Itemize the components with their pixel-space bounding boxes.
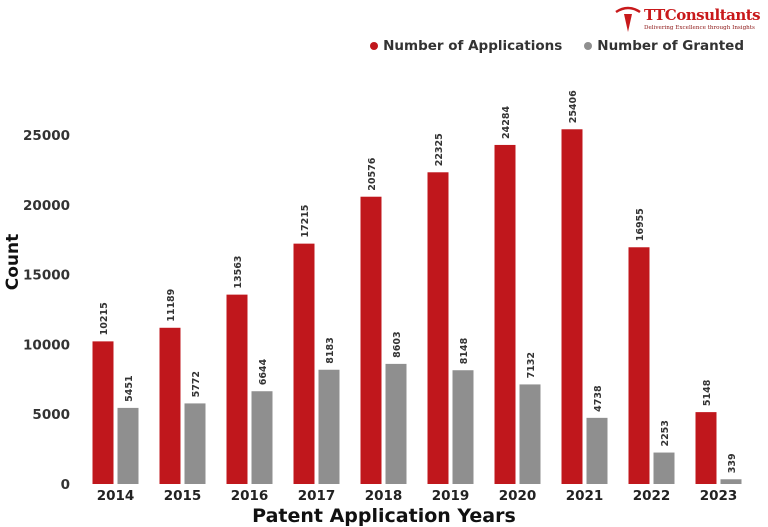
x-tick-label: 2014	[97, 488, 135, 504]
x-tick-label: 2020	[499, 488, 537, 504]
x-tick-label: 2019	[432, 488, 470, 504]
bar-applications	[360, 196, 382, 484]
data-label-granted: 7132	[526, 352, 537, 378]
x-tick-label: 2017	[298, 488, 336, 504]
bar-applications	[159, 327, 181, 484]
brand-logo: TTConsultants Delivering Excellence thro…	[614, 4, 764, 38]
bar-granted	[519, 384, 541, 484]
data-label-granted: 8183	[325, 337, 336, 363]
x-tick-label: 2018	[365, 488, 403, 504]
bar-granted	[586, 417, 608, 484]
x-axis-title: Patent Application Years	[252, 505, 516, 527]
x-tick-label: 2022	[633, 488, 671, 504]
data-label-granted: 8148	[459, 337, 470, 364]
legend-dot-granted	[584, 42, 593, 50]
bar-applications	[628, 247, 650, 484]
data-label-applications: 10215	[99, 302, 110, 335]
y-tick-label: 5000	[32, 407, 70, 423]
bar-applications	[695, 412, 717, 484]
bar-applications	[494, 144, 516, 485]
bar-granted	[452, 370, 474, 484]
legend-label-applications: Number of Applications	[383, 38, 563, 54]
data-label-applications: 17215	[300, 205, 311, 238]
brand-tagline: Delivering Excellence through Insights	[644, 25, 755, 31]
bar-applications	[226, 294, 248, 484]
bar-applications	[293, 243, 315, 484]
data-label-granted: 339	[727, 453, 738, 473]
data-label-applications: 20576	[367, 157, 378, 190]
bar-applications	[92, 341, 114, 484]
data-label-applications: 13563	[233, 256, 244, 289]
bar-applications	[427, 172, 449, 484]
data-label-applications: 16955	[635, 208, 646, 241]
bar-granted	[318, 369, 340, 484]
y-tick-label: 15000	[23, 268, 70, 284]
chart-legend: Number of Applications Number of Granted	[370, 38, 744, 54]
x-tick-label: 2016	[231, 488, 269, 504]
data-label-granted: 5772	[191, 371, 202, 397]
bar-granted	[117, 407, 139, 484]
x-tick-label: 2023	[700, 488, 738, 504]
data-label-applications: 5148	[702, 379, 713, 406]
x-tick-label: 2021	[566, 488, 604, 504]
bar-granted	[184, 403, 206, 484]
y-tick-label: 10000	[23, 337, 70, 353]
data-label-applications: 24284	[501, 105, 512, 138]
data-label-applications: 25406	[568, 90, 579, 123]
data-label-granted: 2253	[660, 420, 671, 446]
bar-granted	[385, 363, 407, 484]
y-tick-label: 25000	[23, 128, 70, 144]
legend-item-granted: Number of Granted	[584, 38, 744, 54]
bar-granted	[720, 479, 742, 484]
legend-item-applications: Number of Applications	[370, 38, 562, 54]
data-label-granted: 8603	[392, 331, 403, 357]
bar-granted	[251, 391, 273, 484]
bar-applications	[561, 129, 583, 484]
data-label-granted: 6644	[258, 358, 269, 385]
brand-name: TTConsultants	[644, 6, 761, 24]
data-label-applications: 22325	[434, 133, 445, 166]
data-label-granted: 4738	[593, 385, 604, 412]
bar-granted	[653, 452, 675, 484]
y-axis-title: Count	[3, 234, 23, 291]
data-label-applications: 11189	[166, 289, 177, 322]
y-tick-label: 0	[61, 477, 70, 493]
data-label-granted: 5451	[124, 375, 135, 401]
y-tick-label: 20000	[23, 198, 70, 214]
legend-label-granted: Number of Granted	[597, 38, 744, 54]
x-tick-label: 2015	[164, 488, 202, 504]
legend-dot-applications	[370, 42, 379, 50]
brand-mark-icon	[615, 6, 641, 32]
